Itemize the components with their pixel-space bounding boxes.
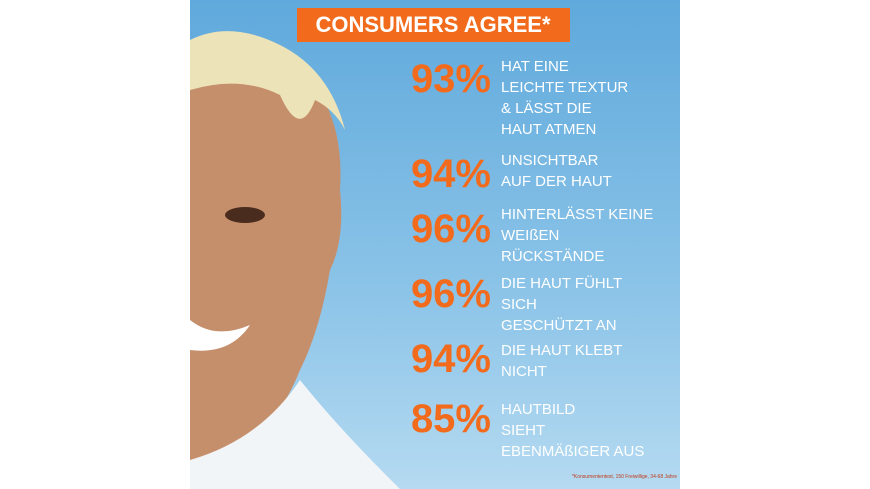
title: CONSUMERS AGREE* [315,12,551,37]
stat-text: DIE HAUT KLEBT [501,342,622,359]
portrait [190,31,400,489]
stat-percent: 94% [411,337,491,381]
stat-text: EBENMÄßIGER AUS [501,443,644,460]
stat-text: RÜCKSTÄNDE [501,247,604,265]
stat-text: AUF DER HAUT [501,173,612,190]
stat-text: UNSICHTBAR [501,152,599,169]
stat-text: WEIßEN [501,227,559,244]
stat-percent: 96% [411,207,491,251]
stat-text: GESCHÜTZT AN [501,316,617,334]
stat-percent: 94% [411,152,491,196]
stat-percent: 93% [411,57,491,101]
stat-percent: 96% [411,272,491,316]
stat-text: SIEHT [501,422,545,439]
stat-text: DIE HAUT FÜHLT [501,274,622,292]
stat-percent: 85% [411,397,491,441]
footnote: *Konsumententest, 150 Freiwillige, 34-68… [572,474,677,480]
stat-text: LEICHTE TEXTUR [501,79,628,96]
stat-text: SICH [501,296,537,313]
stat-text: HAUT ATMEN [501,121,596,138]
title-box [297,8,570,42]
stat-text: NICHT [501,363,547,380]
stat-text: HINTERLÄSST KEINE [501,206,653,223]
stat-text: HAT EINE [501,58,569,75]
stat-text: HAUTBILD [501,401,575,418]
stat-text: & LÄSST DIE [501,100,592,117]
